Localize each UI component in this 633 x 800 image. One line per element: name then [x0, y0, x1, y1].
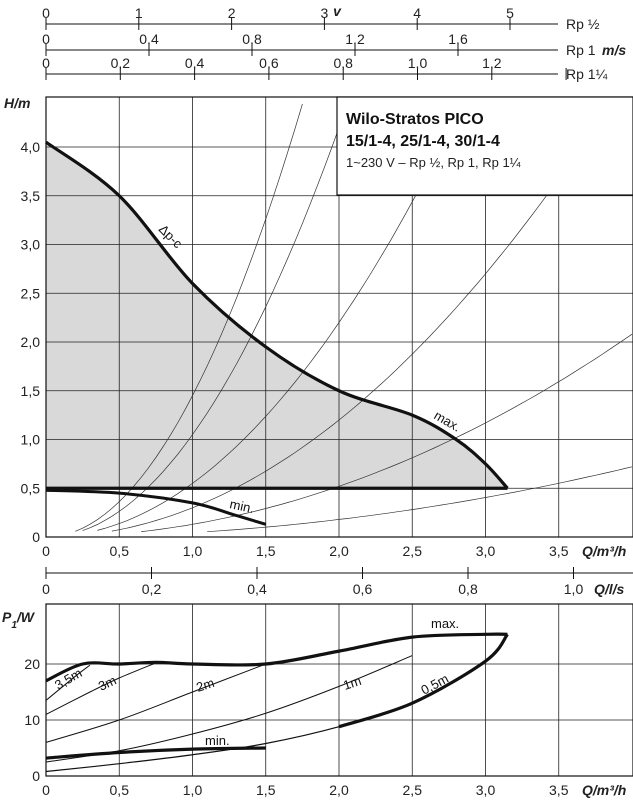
velocity-tick-label: 1,2: [482, 55, 502, 71]
velocity-tick-label: 0,8: [242, 31, 262, 47]
y-tick-label-h: 0,5: [21, 480, 41, 496]
power-curve-label: min.: [205, 733, 230, 748]
velocity-tick-label: 0,4: [139, 31, 159, 47]
title-box: [336, 96, 633, 196]
velocity-tick-label: 0,6: [259, 55, 279, 71]
power-curve-5-bold: [338, 633, 509, 729]
x-tick-label-q-power: 3,0: [476, 782, 496, 798]
q-ls-axis-title: Q/l/s: [594, 581, 625, 597]
x-tick-label-q-power: 1,0: [183, 782, 203, 798]
power-curve-label: 2m: [194, 675, 216, 695]
power-curve-0: [45, 632, 508, 683]
x-tick-label-q-power: 2,5: [403, 782, 423, 798]
velocity-unit-ms: m/s: [602, 42, 626, 58]
x-axis-title-q-power: Q/m³/h: [582, 782, 626, 798]
y-tick-label-h: 3,5: [21, 188, 41, 204]
q-ls-tick-label: 1,0: [564, 581, 584, 597]
y-tick-label-h: 1,0: [21, 432, 41, 448]
y-tick-label-p: 10: [24, 712, 40, 728]
x-tick-label-q: 0,5: [110, 543, 130, 559]
curve-max: [45, 140, 509, 490]
y-tick-label-h: 2,0: [21, 334, 41, 350]
velocity-tick-label: 0,2: [111, 55, 131, 71]
working-area-fill: [46, 142, 508, 489]
velocity-tick-label: 2: [228, 5, 236, 21]
chart-title: Wilo-Stratos PICO: [346, 111, 484, 128]
y-tick-label-h: 4,0: [21, 139, 41, 155]
chart-title-models: 15/1-4, 25/1-4, 30/1-4: [346, 133, 500, 150]
y-axis-title-h: H/m: [4, 95, 30, 111]
system-curve: [75, 103, 303, 532]
x-tick-label-q-power: 3,5: [549, 782, 569, 798]
velocity-tick-label: 1,6: [448, 31, 468, 47]
x-tick-label-q: 3,5: [549, 543, 569, 559]
system-curve: [111, 103, 611, 532]
velocity-tick-label: 0,4: [185, 55, 205, 71]
bottom-plot-frame: [45, 603, 633, 777]
power-curve-3: [45, 663, 266, 743]
y-tick-label-h: 0: [32, 529, 40, 545]
x-tick-label-q-power: 0: [42, 782, 50, 798]
x-tick-label-q-power: 0,5: [110, 782, 130, 798]
velocity-tick-label: 3: [321, 5, 329, 21]
velocity-scale-name: Rp 1: [566, 42, 596, 58]
system-curve: [207, 466, 633, 533]
x-tick-label-q: 0: [42, 543, 50, 559]
velocity-tick-label: 0: [42, 55, 50, 71]
velocity-tick-label: 4: [413, 5, 421, 21]
velocity-scale-name: Rp ½: [566, 16, 600, 32]
q-ls-tick-label: 0: [42, 581, 50, 597]
x-tick-label-q: 2,0: [329, 543, 349, 559]
y-tick-label-h: 3,0: [21, 237, 41, 253]
q-ls-tick-label: 0,6: [353, 581, 373, 597]
system-curve: [82, 106, 347, 531]
power-curve-label: 1m: [341, 673, 363, 693]
q-ls-tick-label: 0,8: [458, 581, 478, 597]
power-curve-5: [45, 633, 508, 773]
label-min: min.: [228, 496, 255, 516]
x-tick-label-q: 3,0: [476, 543, 496, 559]
x-tick-label-q-power: 1,5: [256, 782, 276, 798]
velocity-tick-label: 0: [42, 31, 50, 47]
x-tick-label-q: 1,0: [183, 543, 203, 559]
system-curve: [141, 333, 633, 532]
x-tick-label-q: 2,5: [403, 543, 423, 559]
system-curve: [97, 101, 464, 531]
velocity-tick-label: 1: [135, 5, 143, 21]
velocity-scale-name: Rp 1¼: [566, 66, 608, 82]
y-axis-title-p1: P1/W: [2, 609, 36, 631]
power-curve-label: 3m: [96, 672, 119, 693]
velocity-tick-label: 1,2: [345, 31, 365, 47]
power-curve-2: [45, 662, 157, 715]
q-ls-tick-label: 0,4: [247, 581, 267, 597]
power-curve-6: [45, 746, 266, 760]
power-curve-1: [45, 664, 91, 701]
x-tick-label-q: 1,5: [256, 543, 276, 559]
q-ls-tick-label: 0,2: [142, 581, 162, 597]
y-tick-label-p: 20: [24, 656, 40, 672]
power-curve-label: max.: [431, 616, 459, 631]
x-tick-label-q-power: 2,0: [329, 782, 349, 798]
x-axis-title-q: Q/m³/h: [582, 543, 626, 559]
chart-subtitle: 1~230 V – Rp ½, Rp 1, Rp 1¼: [346, 155, 521, 170]
velocity-tick-label: 0,8: [333, 55, 353, 71]
power-curve-label: 3,5m: [52, 665, 85, 692]
y-tick-label-h: 2,5: [21, 285, 41, 301]
velocity-unit-v: v: [333, 3, 342, 19]
velocity-tick-label: 0: [42, 5, 50, 21]
curve-min: [45, 488, 267, 526]
velocity-tick-label: 5: [506, 5, 514, 21]
y-tick-label-p: 0: [32, 768, 40, 784]
y-tick-label-h: 1,5: [21, 383, 41, 399]
velocity-tick-label: 1,0: [408, 55, 428, 71]
